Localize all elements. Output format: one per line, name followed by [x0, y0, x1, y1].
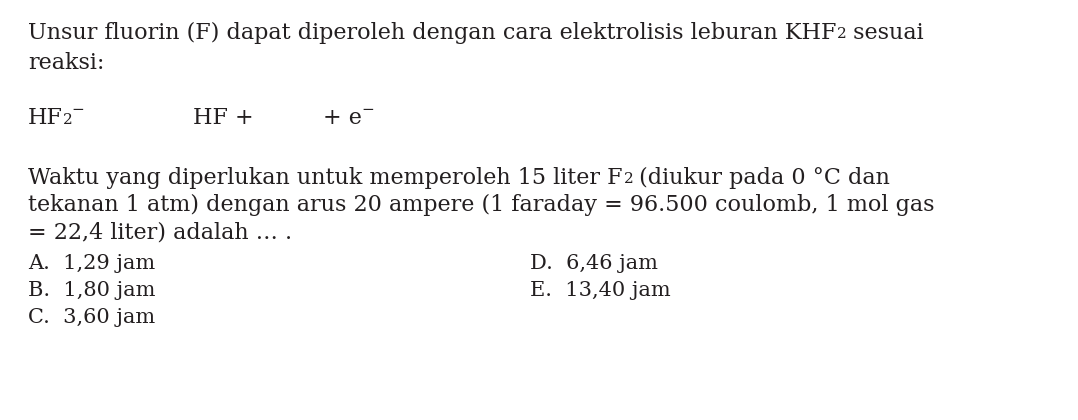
- Text: E.  13,40 jam: E. 13,40 jam: [530, 281, 671, 300]
- Text: sesuai: sesuai: [846, 22, 924, 44]
- Text: 2: 2: [63, 113, 72, 127]
- Text: −: −: [362, 103, 375, 117]
- Text: −: −: [72, 103, 85, 117]
- Text: + e: + e: [323, 107, 362, 129]
- Text: (diukur pada 0 °C dan: (diukur pada 0 °C dan: [633, 167, 890, 189]
- Text: 2: 2: [838, 27, 847, 41]
- Text: 2: 2: [623, 172, 633, 186]
- Text: HF +: HF +: [193, 107, 253, 129]
- Text: HF: HF: [28, 107, 63, 129]
- Text: Waktu yang diperlukan untuk memperoleh 15 liter F: Waktu yang diperlukan untuk memperoleh 1…: [28, 167, 622, 189]
- Text: tekanan 1 atm) dengan arus 20 ampere (1 faraday = 96.500 coulomb, 1 mol gas: tekanan 1 atm) dengan arus 20 ampere (1 …: [28, 194, 935, 216]
- Text: = 22,4 liter) adalah … .: = 22,4 liter) adalah … .: [28, 221, 292, 243]
- Text: Unsur fluorin (F) dapat diperoleh dengan cara elektrolisis leburan KHF: Unsur fluorin (F) dapat diperoleh dengan…: [28, 22, 837, 44]
- Text: reaksi:: reaksi:: [28, 52, 105, 74]
- Text: D.  6,46 jam: D. 6,46 jam: [530, 254, 658, 273]
- Text: B.  1,80 jam: B. 1,80 jam: [28, 281, 155, 300]
- Text: C.  3,60 jam: C. 3,60 jam: [28, 308, 155, 327]
- Text: A.  1,29 jam: A. 1,29 jam: [28, 254, 155, 273]
